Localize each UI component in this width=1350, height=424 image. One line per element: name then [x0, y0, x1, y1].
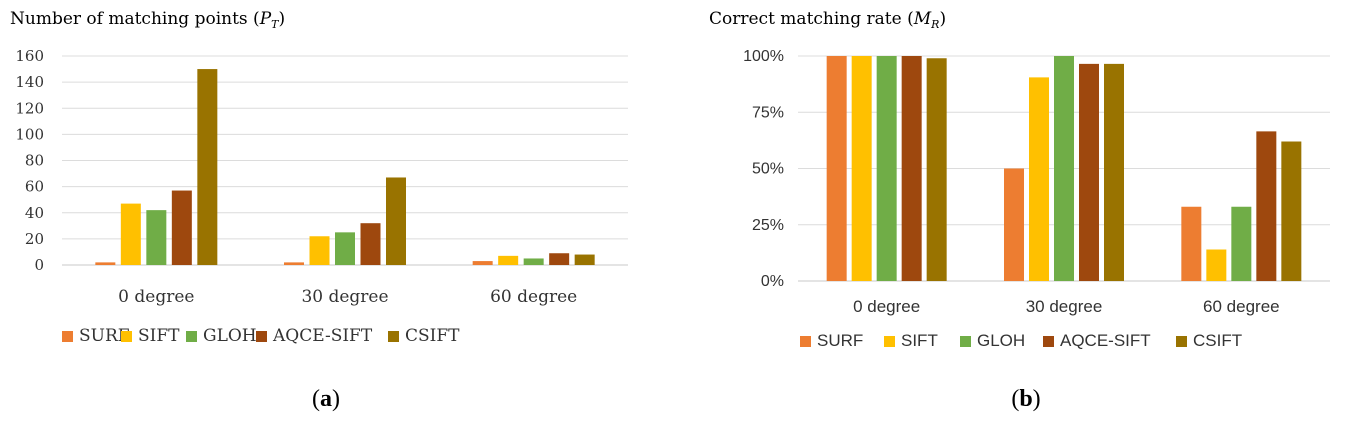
bar-aqce-sift-1 — [1079, 63, 1099, 281]
y-tick-label: 50% — [752, 161, 784, 178]
bar-aqce-sift-0 — [171, 190, 192, 265]
bar-sift-1 — [1029, 77, 1049, 281]
chart-b-legend: SURF SIFT GLOH AQCE-SIFT CSIFT — [800, 331, 1242, 350]
y-tick-label: 75% — [752, 104, 784, 121]
y-tick-label: 140 — [15, 73, 44, 91]
legend-swatch-surf — [800, 336, 811, 347]
bar-surf-2 — [1181, 206, 1202, 281]
y-tick-label: 20 — [25, 230, 44, 248]
chart-a-legend: SURF SIFT GLOH AQCE-SIFT CSIFT — [62, 326, 460, 346]
bar-gloh-0 — [876, 56, 897, 281]
legend-swatch-sift — [884, 336, 895, 347]
chart-a-y-axis: 0 20 40 60 80 100 120 140 160 — [15, 47, 44, 274]
legend-label-surf: SURF — [817, 331, 863, 350]
chart-a-bars — [95, 69, 595, 265]
chart-b-bars — [826, 56, 1302, 281]
bar-csift-1 — [1104, 63, 1124, 281]
bar-sift-0 — [120, 203, 141, 265]
bar-surf-2 — [472, 261, 493, 265]
y-tick-label: 160 — [15, 47, 44, 65]
bar-surf-1 — [1004, 168, 1024, 281]
x-tick-label: 0 degree — [118, 287, 194, 307]
x-tick-label: 30 degree — [301, 287, 388, 307]
bar-csift-0 — [926, 58, 947, 281]
y-tick-label: 25% — [752, 217, 784, 234]
legend-label-aqce-sift: AQCE-SIFT — [1060, 331, 1151, 350]
bar-csift-2 — [1281, 141, 1302, 281]
chart-a-x-axis: 0 degree 30 degree 60 degree — [118, 287, 577, 307]
bar-aqce-sift-2 — [549, 253, 570, 265]
y-tick-label: 60 — [25, 178, 44, 196]
y-tick-label: 120 — [15, 99, 44, 117]
legend-swatch-aqce-sift — [1043, 336, 1054, 347]
bar-aqce-sift-2 — [1256, 131, 1277, 281]
bar-gloh-2 — [523, 258, 544, 265]
bar-csift-2 — [574, 254, 595, 265]
bar-aqce-sift-0 — [901, 56, 922, 281]
legend-swatch-gloh — [960, 336, 971, 347]
legend-label-csift: CSIFT — [1193, 331, 1242, 350]
panel-label-b: (b) — [1011, 386, 1041, 412]
bar-surf-1 — [284, 262, 304, 265]
legend-swatch-sift — [121, 331, 132, 342]
legend-swatch-csift — [388, 331, 399, 342]
legend-swatch-aqce-sift — [256, 331, 267, 342]
bar-gloh-2 — [1231, 206, 1252, 281]
chart-b-y-axis: 0% 25% 50% 75% 100% — [743, 48, 784, 290]
bar-sift-2 — [498, 255, 519, 265]
legend-swatch-csift — [1176, 336, 1187, 347]
x-tick-label: 30 degree — [1026, 297, 1103, 316]
legend-swatch-gloh — [186, 331, 197, 342]
bar-gloh-1 — [1054, 56, 1074, 281]
legend-label-csift: CSIFT — [405, 326, 460, 346]
bar-sift-1 — [309, 236, 330, 265]
bar-sift-2 — [1206, 249, 1227, 281]
x-tick-label: 60 degree — [1203, 297, 1280, 316]
y-tick-label: 0 — [34, 256, 44, 274]
legend-label-surf: SURF — [79, 326, 130, 346]
x-tick-label: 60 degree — [490, 287, 577, 307]
chart-b-title: Correct matching rate (MR) — [709, 9, 946, 31]
legend-label-sift: SIFT — [138, 326, 180, 346]
chart-b-x-axis: 0 degree 30 degree 60 degree — [853, 297, 1280, 316]
y-tick-label: 100% — [743, 48, 784, 65]
chart-b: Correct matching rate (MR) 0% 25% 50% 75% 10… — [709, 9, 1330, 350]
x-tick-label: 0 degree — [853, 297, 920, 316]
bar-gloh-0 — [146, 210, 167, 265]
chart-a: Number of matching points (PT) 0 20 40 60 80… — [10, 9, 628, 346]
legend-swatch-surf — [62, 331, 73, 342]
bar-csift-0 — [197, 69, 218, 265]
y-tick-label: 80 — [25, 152, 44, 170]
panel-label-a: (a) — [312, 386, 340, 412]
y-tick-label: 100 — [15, 125, 44, 143]
bar-sift-0 — [851, 56, 872, 281]
legend-label-sift: SIFT — [901, 331, 938, 350]
legend-label-gloh: GLOH — [203, 326, 257, 346]
bar-gloh-1 — [335, 232, 355, 265]
chart-a-title: Number of matching points (PT) — [10, 9, 285, 31]
bar-surf-0 — [95, 262, 116, 265]
legend-label-aqce-sift: AQCE-SIFT — [272, 326, 373, 346]
bar-aqce-sift-1 — [360, 223, 381, 265]
bar-csift-1 — [386, 177, 406, 265]
bar-surf-0 — [826, 56, 847, 281]
y-tick-label: 40 — [25, 204, 44, 222]
y-tick-label: 0% — [761, 273, 784, 290]
legend-label-gloh: GLOH — [977, 331, 1025, 350]
